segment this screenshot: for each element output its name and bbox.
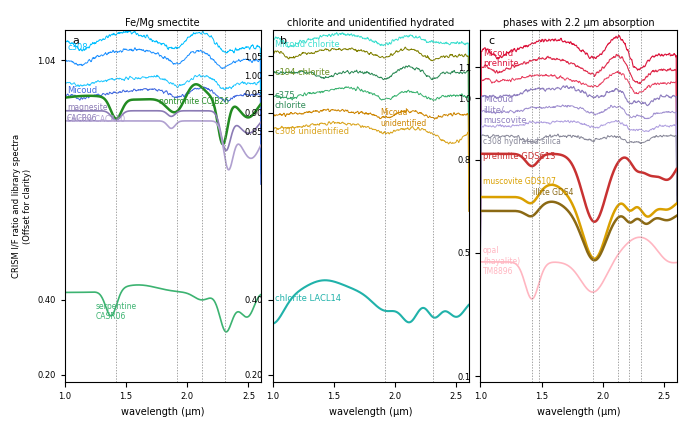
Text: Micoud
prehnite: Micoud prehnite (483, 49, 519, 68)
Text: prehnite GDS613: prehnite GDS613 (483, 152, 556, 161)
Text: c308 unidentified: c308 unidentified (275, 127, 349, 136)
Text: c308: c308 (67, 43, 88, 52)
Title: chlorite and unidentified hydrated: chlorite and unidentified hydrated (287, 18, 454, 28)
Y-axis label: CRISM I/F ratio and library spectra
(Offset for clarity): CRISM I/F ratio and library spectra (Off… (12, 134, 32, 278)
Text: nontronite CCJB26: nontronite CCJB26 (159, 96, 229, 105)
Title: Fe/Mg smectite: Fe/Mg smectite (125, 18, 200, 28)
Title: phases with 2.2 μm absorption: phases with 2.2 μm absorption (503, 18, 654, 28)
Text: magnesite
CACB06: magnesite CACB06 (67, 103, 107, 123)
X-axis label: wavelength (μm): wavelength (μm) (537, 407, 620, 416)
Text: chlorite LACL14: chlorite LACL14 (275, 294, 341, 303)
Text: c308 hydrated silica: c308 hydrated silica (483, 137, 561, 146)
Text: c375
chlorite: c375 chlorite (275, 91, 307, 110)
X-axis label: wavelength (μm): wavelength (μm) (121, 407, 205, 416)
Text: Micoud: Micoud (67, 86, 97, 95)
Text: muscovite GDS107: muscovite GDS107 (483, 177, 556, 186)
Text: illite GDS4: illite GDS4 (533, 188, 574, 197)
Text: c: c (488, 35, 494, 45)
Text: calcite CACA10: calcite CACA10 (67, 114, 125, 124)
Text: a: a (73, 35, 80, 45)
Text: serpentine
CASR06: serpentine CASR06 (95, 302, 137, 321)
Text: b: b (280, 35, 288, 45)
Text: Micoud
unidentified: Micoud unidentified (380, 108, 426, 127)
Text: c194 chlorite: c194 chlorite (275, 68, 330, 77)
Text: opal
(hayalite)
TM8896: opal (hayalite) TM8896 (483, 246, 520, 276)
Text: Micoud chlorite: Micoud chlorite (275, 40, 339, 49)
X-axis label: wavelength (μm): wavelength (μm) (329, 407, 412, 416)
Text: Micoud
illite/
muscovite: Micoud illite/ muscovite (483, 95, 526, 125)
